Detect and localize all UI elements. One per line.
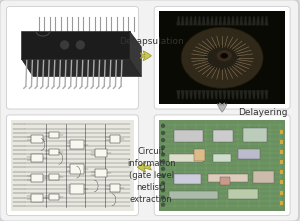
Polygon shape [181, 90, 184, 99]
Ellipse shape [220, 53, 228, 59]
Polygon shape [239, 90, 243, 99]
Circle shape [162, 189, 164, 192]
Bar [280, 201, 283, 205]
Bar [11, 120, 134, 211]
Text: Decapsulation: Decapsulation [119, 37, 184, 46]
Polygon shape [244, 90, 247, 99]
Polygon shape [181, 16, 184, 25]
Bar [280, 191, 283, 194]
Bar [280, 170, 283, 174]
Polygon shape [223, 16, 226, 25]
Polygon shape [185, 90, 189, 99]
Bar [95, 169, 107, 177]
Polygon shape [235, 90, 239, 99]
Circle shape [162, 124, 164, 127]
Polygon shape [206, 90, 210, 99]
Polygon shape [197, 90, 201, 99]
Polygon shape [21, 59, 141, 76]
Polygon shape [256, 16, 260, 25]
Bar [220, 177, 230, 185]
Bar [110, 184, 120, 192]
FancyBboxPatch shape [154, 115, 290, 215]
Polygon shape [206, 16, 210, 25]
Polygon shape [252, 16, 256, 25]
Bar [31, 194, 43, 202]
Polygon shape [252, 90, 256, 99]
Circle shape [162, 146, 164, 149]
Polygon shape [176, 16, 180, 25]
Bar [228, 189, 258, 199]
Bar [70, 140, 84, 149]
Polygon shape [193, 90, 197, 99]
Bar [208, 174, 248, 182]
Bar [238, 149, 260, 159]
Polygon shape [189, 16, 193, 25]
Bar [159, 120, 285, 211]
Polygon shape [235, 16, 239, 25]
Polygon shape [197, 16, 201, 25]
Circle shape [162, 160, 164, 163]
Circle shape [162, 153, 164, 156]
Circle shape [162, 182, 164, 185]
Polygon shape [176, 90, 180, 99]
Text: Delayering: Delayering [238, 108, 287, 117]
Bar [31, 135, 43, 143]
Bar [159, 11, 285, 104]
Bar [70, 164, 84, 174]
Bar [280, 130, 283, 134]
Polygon shape [244, 16, 247, 25]
Ellipse shape [181, 27, 263, 88]
FancyBboxPatch shape [7, 115, 138, 215]
Circle shape [162, 175, 164, 177]
Bar [174, 174, 202, 184]
Polygon shape [231, 16, 235, 25]
Polygon shape [193, 16, 197, 25]
Polygon shape [21, 31, 130, 59]
Polygon shape [130, 31, 141, 76]
Bar [49, 174, 59, 180]
Polygon shape [231, 90, 235, 99]
Circle shape [162, 167, 164, 170]
Bar [110, 135, 120, 143]
Bar [280, 160, 283, 164]
Circle shape [162, 196, 164, 199]
Polygon shape [260, 90, 264, 99]
Bar [280, 150, 283, 154]
Polygon shape [248, 16, 251, 25]
Polygon shape [227, 90, 230, 99]
FancyBboxPatch shape [7, 6, 138, 109]
Bar [243, 128, 268, 142]
Polygon shape [185, 16, 189, 25]
Polygon shape [265, 90, 268, 99]
Circle shape [162, 139, 164, 142]
Bar [280, 180, 283, 184]
Polygon shape [248, 90, 251, 99]
Bar [95, 149, 107, 157]
Bar [280, 140, 283, 144]
Ellipse shape [217, 50, 232, 61]
Bar [49, 132, 59, 138]
Bar [49, 194, 59, 200]
Bar [70, 184, 84, 194]
Polygon shape [210, 90, 214, 99]
Bar [49, 149, 59, 155]
Bar [174, 130, 203, 142]
Polygon shape [239, 16, 243, 25]
Polygon shape [202, 16, 206, 25]
Bar [31, 154, 43, 162]
Polygon shape [189, 90, 193, 99]
Polygon shape [218, 16, 222, 25]
Polygon shape [260, 16, 264, 25]
Bar [213, 154, 231, 162]
Bar [213, 130, 233, 142]
Polygon shape [214, 16, 218, 25]
Polygon shape [256, 90, 260, 99]
Polygon shape [210, 16, 214, 25]
Polygon shape [214, 90, 218, 99]
Bar [169, 154, 203, 162]
Polygon shape [218, 90, 222, 99]
Circle shape [162, 131, 164, 134]
Bar [31, 174, 43, 182]
Polygon shape [227, 16, 230, 25]
